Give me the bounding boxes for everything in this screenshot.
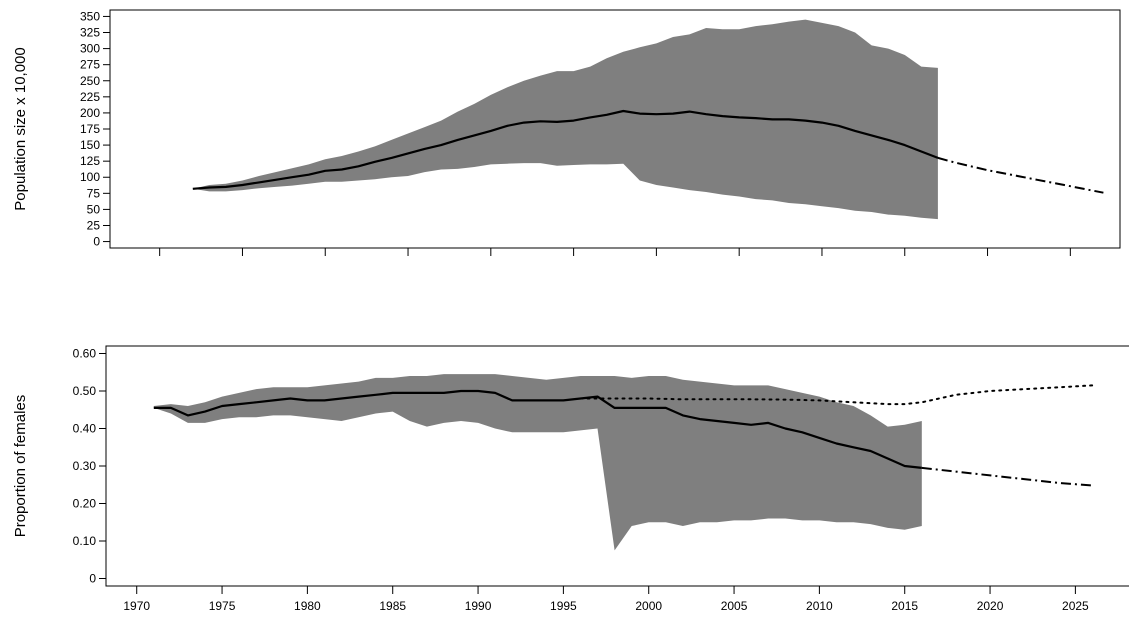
population-y-tick-label: 175 xyxy=(80,122,100,136)
population-y-axis-label: Population size x 10,000 xyxy=(12,47,29,210)
population-y-tick-label: 200 xyxy=(80,106,100,120)
population-y-tick-label: 150 xyxy=(80,138,100,152)
population-series-line-dashdot-1 xyxy=(937,156,1104,194)
proportion-y-tick-label: 0.40 xyxy=(73,422,97,436)
proportion-x-tick-label: 2015 xyxy=(891,599,918,613)
proportion-x-tick-label: 1990 xyxy=(465,599,492,613)
proportion-y-tick-label: 0.10 xyxy=(73,534,97,548)
proportion-x-tick-label: 1975 xyxy=(209,599,236,613)
proportion-y-tick-label: 0.60 xyxy=(73,347,97,361)
population-band-area xyxy=(192,19,938,220)
proportion-y-axis-label: Proportion of females xyxy=(12,395,29,538)
proportion-confidence-band xyxy=(153,374,922,551)
population-y-tick-label: 300 xyxy=(80,42,100,56)
proportion-series-line-solid-0 xyxy=(153,389,922,469)
population-confidence-band xyxy=(192,19,938,220)
proportion-x-axis: 1970 1975 1980 1985 1990 1995 2000 2005 2010 2015… xyxy=(123,586,1089,613)
population-series-line-solid-0 xyxy=(192,109,939,190)
population-y-tick-label: 325 xyxy=(80,26,100,40)
population-y-tick-label: 275 xyxy=(80,58,100,72)
population-series xyxy=(192,109,1104,194)
population-y-tick-label: 0 xyxy=(93,235,100,249)
population-y-tick-label: 125 xyxy=(80,154,100,168)
proportion-x-tick-label: 1980 xyxy=(294,599,321,613)
population-y-tick-label: 75 xyxy=(87,186,101,200)
population-y-tick-label: 25 xyxy=(87,218,101,232)
proportion-y-tick-label: 0.50 xyxy=(73,384,97,398)
population-y-tick-label: 250 xyxy=(80,74,100,88)
proportion-band-area xyxy=(153,374,922,551)
population-x-axis xyxy=(159,248,1071,256)
proportion-x-tick-label: 1970 xyxy=(123,599,150,613)
proportion-y-tick-label: 0 xyxy=(89,572,96,586)
proportion-x-tick-label: 2025 xyxy=(1062,599,1089,613)
proportion-y-tick-label: 0.30 xyxy=(73,459,97,473)
population-y-axis: 0 25 50 75 100 125 150 175 200 225 250 275 300 325 350 xyxy=(80,9,110,249)
proportion-series-line-dotted-1 xyxy=(579,384,1094,406)
proportion-x-tick-label: 1995 xyxy=(550,599,577,613)
population-y-tick-label: 50 xyxy=(87,202,101,216)
proportion-x-tick-label: 2000 xyxy=(635,599,662,613)
population-y-tick-label: 100 xyxy=(80,170,100,184)
proportion-x-tick-label: 2005 xyxy=(721,599,748,613)
population-y-tick-label: 350 xyxy=(80,9,100,23)
proportion-x-tick-label: 1985 xyxy=(379,599,406,613)
proportion-x-tick-label: 2020 xyxy=(977,599,1004,613)
panel-population: 0 25 50 75 100 125 150 175 200 225 250 275 300 325 350… xyxy=(12,9,1121,256)
proportion-y-axis: 0 0.10 0.20 0.30 0.40 0.50 0.60 xyxy=(73,347,106,586)
proportion-x-tick-label: 2010 xyxy=(806,599,833,613)
population-y-tick-label: 225 xyxy=(80,90,100,104)
proportion-series xyxy=(153,384,1094,487)
proportion-y-tick-label: 0.20 xyxy=(73,497,97,511)
panel-proportion: 00.100.200.300.400.500.60 1970 1975 1980 19… xyxy=(12,345,1129,613)
proportion-series-line-dashdot-2 xyxy=(921,466,1093,487)
